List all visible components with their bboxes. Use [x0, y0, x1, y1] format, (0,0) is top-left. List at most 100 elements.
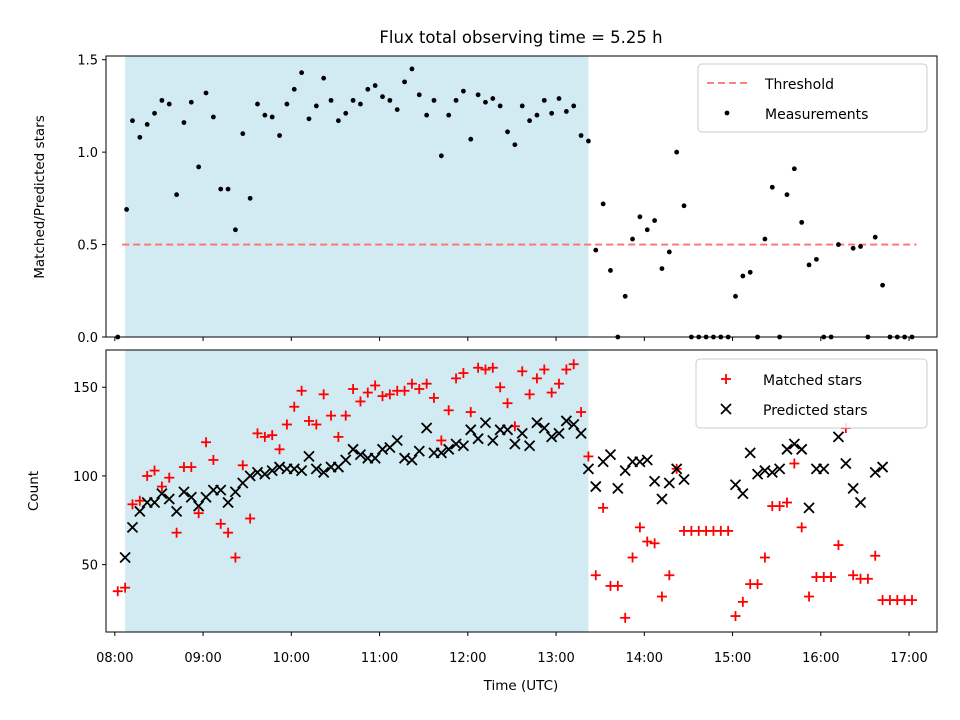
matched-star-marker: [245, 513, 256, 524]
predicted-star-marker: [170, 505, 183, 518]
measurement-point: [188, 99, 194, 105]
measurement-point: [791, 166, 797, 172]
predicted-star-marker: [465, 424, 477, 436]
matched-star-marker: [568, 359, 579, 370]
x-tick-label: 10:00: [273, 651, 310, 666]
x-tick-label: 09:00: [184, 651, 221, 666]
measurement-point: [836, 242, 841, 247]
matched-star-marker: [274, 444, 285, 455]
predicted-star-marker: [340, 454, 352, 466]
predicted-star-marker: [575, 427, 587, 439]
matched-star-marker: [723, 525, 734, 536]
measurement-point: [512, 142, 518, 148]
matched-star-marker: [414, 384, 425, 395]
measurement-point: [321, 75, 327, 81]
chart-title: Flux total observing time = 5.25 h: [379, 28, 662, 47]
matched-star-marker: [348, 384, 359, 395]
measurement-point: [490, 96, 496, 101]
bottom-plot-frame: [105, 349, 938, 633]
matched-star-marker: [554, 378, 565, 389]
measurement-point: [784, 192, 790, 198]
matched-star-marker: [539, 364, 550, 375]
matched-legend-marker: [721, 374, 731, 384]
measurement-point: [277, 133, 282, 138]
matched-star-marker: [296, 385, 307, 396]
bottom-y-tick-label: 50: [81, 559, 98, 574]
measurement-point: [483, 99, 488, 105]
matched-star-marker: [495, 382, 506, 393]
matched-star-marker: [833, 540, 844, 551]
measurement-point: [637, 214, 643, 220]
bottom-panel: 50 100 150 08:00 09:00 10:00 11:00 12:00 13:00 1…: [26, 349, 938, 694]
predicted-star-marker: [612, 482, 624, 494]
measurement-point: [247, 195, 253, 201]
predicted-legend-marker: [720, 403, 732, 415]
measurements-legend-swatch: [724, 110, 730, 116]
measurement-point: [652, 218, 658, 223]
measurement-point: [130, 118, 135, 124]
measurement-point: [343, 110, 349, 116]
matched-star-marker: [428, 392, 439, 403]
predicted-star-marker: [259, 468, 271, 480]
predicted-star-marker: [737, 488, 749, 500]
predicted-star-marker: [582, 463, 595, 475]
predicted-star-marker: [854, 496, 867, 509]
matched-star-marker: [208, 454, 219, 465]
measurement-point: [527, 118, 532, 124]
x-tick-label: 12:00: [449, 651, 486, 666]
predicted-star-marker: [148, 496, 161, 509]
matched-star-marker: [561, 364, 572, 375]
matched-star-marker: [252, 428, 263, 439]
measurement-point: [203, 90, 209, 96]
measurement-point: [586, 138, 591, 144]
predicted-star-marker: [619, 464, 631, 477]
measurement-point: [358, 101, 363, 107]
bottom-y-tick-label: 100: [73, 470, 98, 485]
matched-star-marker: [303, 415, 314, 426]
measurement-point: [269, 114, 275, 120]
matched-star-marker: [112, 586, 123, 597]
measurement-point: [335, 118, 341, 124]
predicted-star-marker: [457, 440, 470, 452]
predicted-star-marker: [648, 475, 661, 487]
top-y-tick-label: 1.5: [77, 54, 98, 69]
predicted-star-marker: [244, 470, 256, 482]
predicted-star-marker: [641, 454, 653, 466]
predicted-star-marker: [788, 438, 800, 450]
matched-star-marker: [531, 373, 542, 384]
predicted-star-marker: [295, 464, 308, 477]
measurement-point: [850, 245, 856, 251]
measurement-point: [578, 133, 584, 138]
predicted-star-marker: [354, 449, 367, 461]
measurement-point: [328, 97, 334, 103]
matched-star-marker: [377, 391, 388, 402]
predicted-star-marker: [119, 551, 131, 564]
predicted-star-markers: [119, 415, 889, 564]
matched-legend-label: Matched stars: [763, 373, 862, 389]
predicted-star-marker: [744, 447, 756, 459]
matched-star-marker: [127, 499, 138, 510]
matched-star-marker: [546, 387, 557, 398]
matched-star-marker: [406, 378, 417, 389]
matched-star-marker: [149, 465, 160, 476]
measurement-point: [262, 112, 268, 118]
predicted-star-marker: [406, 454, 418, 466]
predicted-star-marker: [222, 496, 234, 509]
measurement-point: [740, 273, 746, 279]
measurement-point: [446, 112, 452, 118]
predicted-legend-swatch: [720, 403, 732, 415]
bottom-legend-frame: [695, 358, 928, 429]
measurement-point: [218, 186, 224, 192]
measurement-point: [747, 269, 753, 275]
matched-star-marker: [759, 552, 770, 563]
x-tick-label: 08:00: [96, 651, 133, 666]
measurement-point: [799, 219, 805, 225]
matched-star-marker: [311, 419, 322, 430]
matched-star-marker: [267, 430, 278, 441]
predicted-legend-label: Predicted stars: [763, 403, 868, 419]
predicted-star-marker: [553, 427, 565, 439]
predicted-star-marker: [751, 468, 764, 480]
predicted-star-marker: [568, 418, 580, 431]
predicted-star-marker: [193, 500, 205, 512]
matched-star-marker: [421, 378, 432, 389]
